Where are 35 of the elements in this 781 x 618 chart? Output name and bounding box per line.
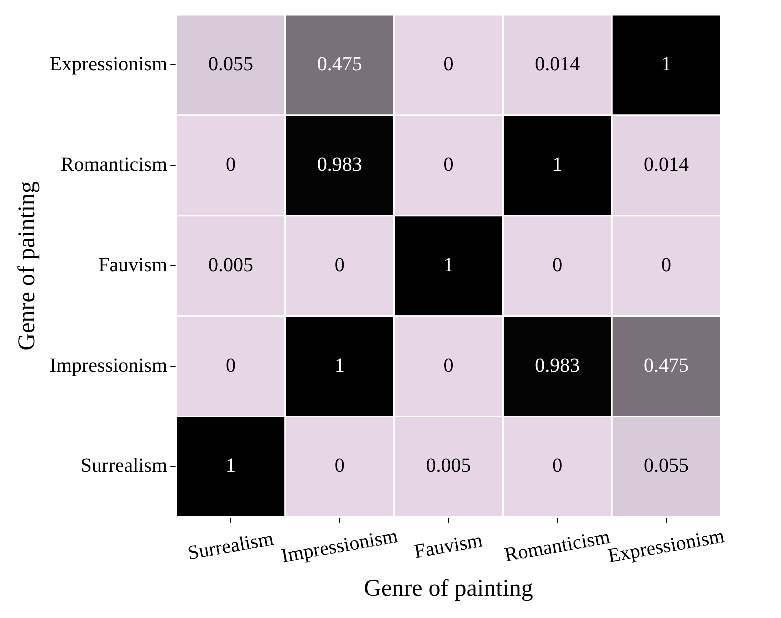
data-label: 0 <box>444 154 454 176</box>
data-label: 0 <box>226 354 236 377</box>
data-label: 0 <box>334 455 345 478</box>
y-tick-label: Expressionism <box>50 53 168 76</box>
x-axis-title: Genre of painting <box>364 576 534 602</box>
data-label: 0.055 <box>208 53 254 76</box>
y-tick-label: Romanticism <box>60 154 168 176</box>
y-tick-label: Impressionism <box>50 354 168 377</box>
data-label: 0 <box>226 154 236 176</box>
y-tick-label: Surrealism <box>80 455 168 478</box>
y-tick-label: Fauvism <box>98 254 168 276</box>
data-label: 1 <box>552 154 563 176</box>
data-label: 0.055 <box>644 455 690 478</box>
data-label: 0.475 <box>644 354 690 377</box>
data-label: 0.014 <box>644 154 690 176</box>
data-label: 0 <box>444 53 454 76</box>
x-tick-label: Fauvism <box>412 530 485 564</box>
data-label: 1 <box>334 354 345 377</box>
data-label: 0 <box>444 354 454 377</box>
data-label: 1 <box>444 254 454 276</box>
data-label: 1 <box>662 53 672 76</box>
data-label: 0.983 <box>317 154 362 176</box>
x-tick-label: Surrealism <box>186 528 276 565</box>
data-label: 0 <box>552 254 563 276</box>
data-label: 1 <box>226 455 236 478</box>
data-label: 0 <box>334 254 345 276</box>
data-label: 0.005 <box>208 254 254 276</box>
y-axis-title: Genre of painting <box>14 181 41 351</box>
data-label: 0 <box>552 455 563 478</box>
data-label: 0.983 <box>535 354 580 377</box>
data-label: 0.475 <box>317 53 362 76</box>
data-label: 0.014 <box>535 53 580 76</box>
data-label: 0.005 <box>426 455 472 478</box>
data-label: 0 <box>662 254 672 276</box>
x-tick-label: Impressionism <box>280 525 400 568</box>
